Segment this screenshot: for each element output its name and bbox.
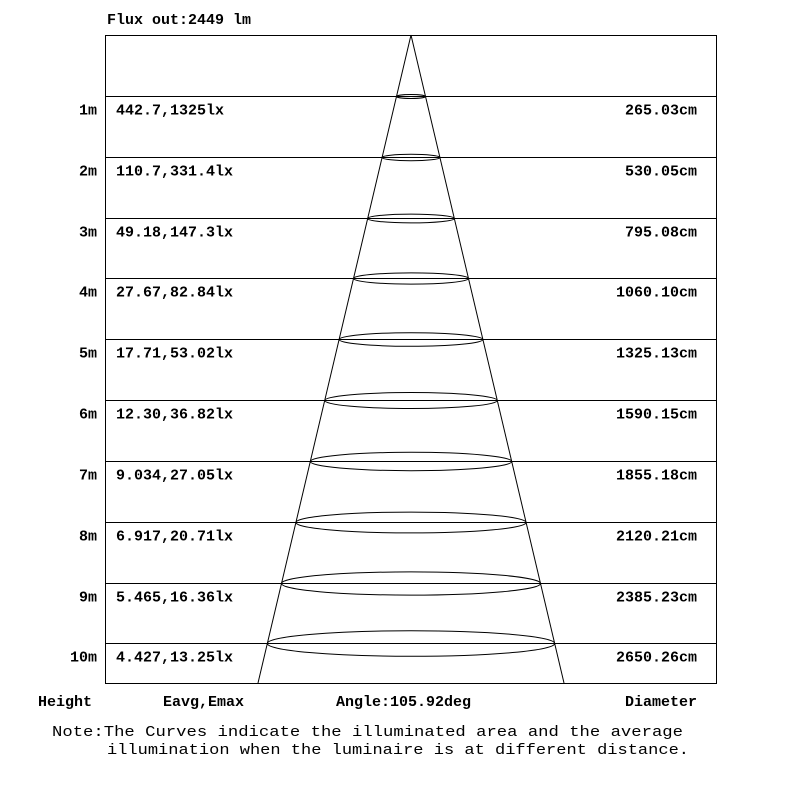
row-height: 1m (79, 103, 97, 120)
row-height: 8m (79, 529, 97, 546)
note-line-1: Note:The Curves indicate the illuminated… (52, 724, 683, 741)
row-eavg-emax: 110.7,331.4lx (116, 164, 233, 181)
row-diameter: 530.05cm (625, 164, 697, 181)
row-diameter: 1060.10cm (616, 285, 697, 302)
row-diameter: 2120.21cm (616, 529, 697, 546)
diameter-column-label: Diameter (625, 694, 697, 711)
row-eavg-emax: 6.917,20.71lx (116, 529, 233, 546)
row-height: 9m (79, 590, 97, 607)
row-eavg-emax: 9.034,27.05lx (116, 468, 233, 485)
row-eavg-emax: 4.427,13.25lx (116, 650, 233, 667)
row-height: 10m (70, 650, 97, 667)
row-height: 2m (79, 164, 97, 181)
cone-left-edge (257, 34, 412, 684)
eavg-emax-column-label: Eavg,Emax (163, 694, 244, 711)
row-diameter: 2650.26cm (616, 650, 697, 667)
note-line-2: illumination when the luminaire is at di… (107, 742, 689, 759)
beam-angle-label: Angle:105.92deg (336, 694, 471, 711)
row-height: 4m (79, 285, 97, 302)
row-eavg-emax: 27.67,82.84lx (116, 285, 233, 302)
row-diameter: 1325.13cm (616, 346, 697, 363)
cone-right-edge (410, 34, 565, 684)
row-eavg-emax: 5.465,16.36lx (116, 590, 233, 607)
row-diameter: 2385.23cm (616, 590, 697, 607)
height-column-label: Height (38, 694, 92, 711)
row-diameter: 265.03cm (625, 103, 697, 120)
row-eavg-emax: 17.71,53.02lx (116, 346, 233, 363)
row-eavg-emax: 12.30,36.82lx (116, 407, 233, 424)
row-height: 7m (79, 468, 97, 485)
row-height: 6m (79, 407, 97, 424)
row-height: 3m (79, 225, 97, 242)
row-diameter: 795.08cm (625, 225, 697, 242)
row-height: 5m (79, 346, 97, 363)
row-diameter: 1590.15cm (616, 407, 697, 424)
row-eavg-emax: 49.18,147.3lx (116, 225, 233, 242)
row-diameter: 1855.18cm (616, 468, 697, 485)
row-eavg-emax: 442.7,1325lx (116, 103, 224, 120)
flux-out-label: Flux out:2449 lm (107, 12, 251, 29)
